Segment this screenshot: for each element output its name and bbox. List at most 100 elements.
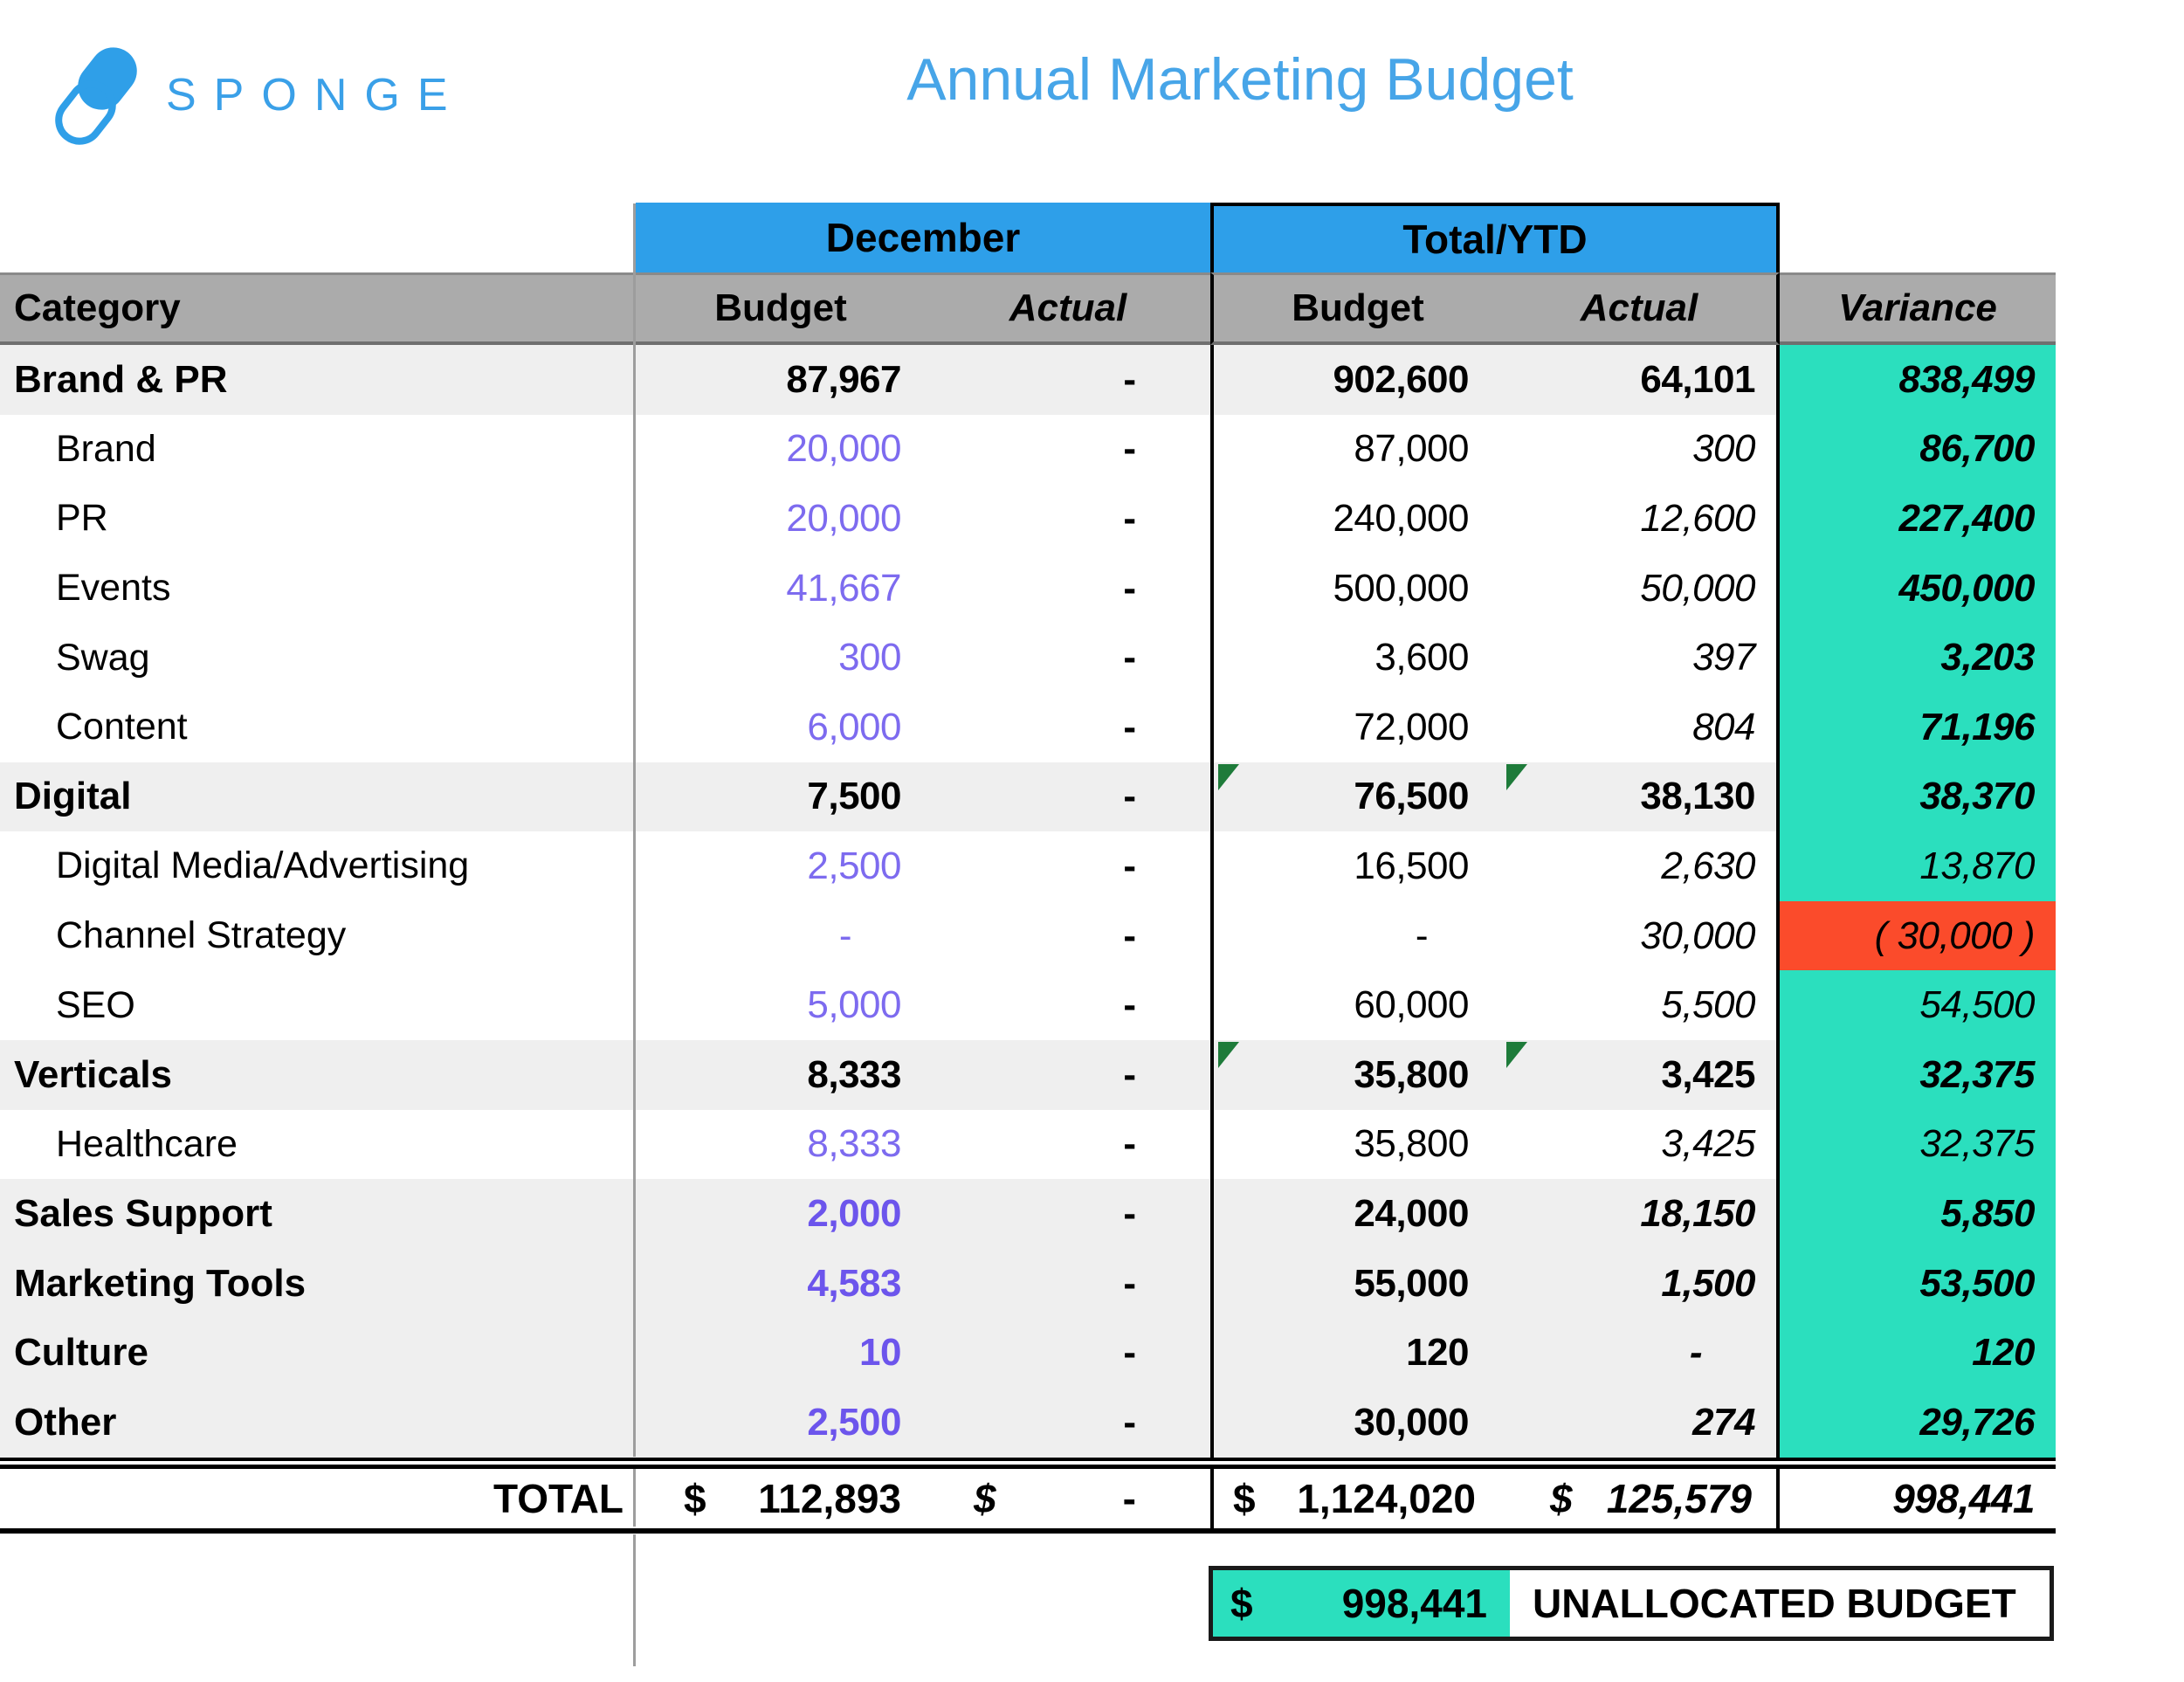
variance-cell[interactable]: 227,400 — [1780, 484, 2056, 554]
ytd-actual-cell[interactable]: 5,500 — [1502, 970, 1780, 1040]
category-cell[interactable]: PR — [0, 484, 636, 554]
variance-cell[interactable]: 53,500 — [1780, 1248, 2056, 1319]
total-dec-actual-cell[interactable]: $ - — [926, 1468, 1210, 1534]
dec-budget-cell[interactable]: 20,000 — [636, 484, 926, 554]
ytd-actual-cell[interactable]: 50,000 — [1502, 553, 1780, 624]
dec-budget-cell[interactable]: 6,000 — [636, 692, 926, 762]
category-cell[interactable]: Swag — [0, 623, 636, 693]
dec-actual-cell[interactable]: - — [926, 692, 1210, 762]
ytd-actual-cell[interactable]: 397 — [1502, 623, 1780, 693]
ytd-budget-cell[interactable]: 35,800 — [1210, 1109, 1502, 1180]
ytd-budget-cell[interactable]: - — [1210, 900, 1502, 971]
variance-cell[interactable]: ( 30,000 ) — [1780, 900, 2056, 971]
dec-budget-cell[interactable]: 10 — [636, 1318, 926, 1388]
ytd-actual-cell[interactable]: 2,630 — [1502, 831, 1780, 901]
ytd-budget-cell[interactable]: 16,500 — [1210, 831, 1502, 901]
header-dec-budget[interactable]: Budget — [636, 272, 926, 345]
category-cell[interactable]: Healthcare — [0, 1109, 636, 1180]
dec-budget-cell[interactable]: 2,500 — [636, 831, 926, 901]
dec-budget-cell[interactable]: 41,667 — [636, 553, 926, 624]
variance-cell[interactable]: 838,499 — [1780, 345, 2056, 415]
dec-actual-cell[interactable]: - — [926, 970, 1210, 1040]
dec-actual-cell[interactable]: - — [926, 831, 1210, 901]
dec-budget-cell[interactable]: 2,000 — [636, 1179, 926, 1249]
ytd-budget-cell[interactable]: 76,500 — [1210, 762, 1502, 832]
ytd-budget-cell[interactable]: 35,800 — [1210, 1039, 1502, 1110]
total-label-cell[interactable]: TOTAL — [0, 1468, 636, 1534]
dec-budget-cell[interactable]: 300 — [636, 623, 926, 693]
dec-actual-cell[interactable]: - — [926, 762, 1210, 832]
ytd-actual-cell[interactable]: 274 — [1502, 1387, 1780, 1458]
ytd-budget-cell[interactable]: 87,000 — [1210, 414, 1502, 485]
header-variance[interactable]: Variance — [1780, 272, 2056, 345]
total-ytd-budget-cell[interactable]: $ 1,124,020 — [1210, 1468, 1502, 1534]
variance-cell[interactable]: 5,850 — [1780, 1179, 2056, 1249]
category-cell[interactable]: Verticals — [0, 1039, 636, 1110]
dec-budget-cell[interactable]: 4,583 — [636, 1248, 926, 1319]
dec-actual-cell[interactable]: - — [926, 1387, 1210, 1458]
dec-actual-cell[interactable]: - — [926, 553, 1210, 624]
category-cell[interactable]: Brand — [0, 414, 636, 485]
category-cell[interactable]: Digital — [0, 762, 636, 832]
total-dec-budget-cell[interactable]: $ 112,893 — [636, 1468, 926, 1534]
ytd-actual-cell[interactable]: 3,425 — [1502, 1109, 1780, 1180]
total-ytd-banner[interactable]: Total/YTD — [1210, 203, 1780, 272]
dec-budget-cell[interactable]: 5,000 — [636, 970, 926, 1040]
dec-actual-cell[interactable]: - — [926, 1109, 1210, 1180]
ytd-actual-cell[interactable]: 12,600 — [1502, 484, 1780, 554]
category-cell[interactable]: Content — [0, 692, 636, 762]
ytd-budget-cell[interactable]: 72,000 — [1210, 692, 1502, 762]
variance-cell[interactable]: 450,000 — [1780, 553, 2056, 624]
variance-cell[interactable]: 120 — [1780, 1318, 2056, 1388]
ytd-actual-cell[interactable]: 38,130 — [1502, 762, 1780, 832]
dec-actual-cell[interactable]: - — [926, 900, 1210, 971]
total-variance-cell[interactable]: 998,441 — [1780, 1468, 2056, 1534]
dec-actual-cell[interactable]: - — [926, 1039, 1210, 1110]
total-ytd-actual-cell[interactable]: $ 125,579 — [1502, 1468, 1780, 1534]
ytd-budget-cell[interactable]: 3,600 — [1210, 623, 1502, 693]
header-dec-actual[interactable]: Actual — [926, 272, 1210, 345]
dec-budget-cell[interactable]: - — [636, 900, 926, 971]
ytd-actual-cell[interactable]: 300 — [1502, 414, 1780, 485]
ytd-actual-cell[interactable]: 30,000 — [1502, 900, 1780, 971]
ytd-actual-cell[interactable]: 804 — [1502, 692, 1780, 762]
variance-cell[interactable]: 13,870 — [1780, 831, 2056, 901]
dec-actual-cell[interactable]: - — [926, 623, 1210, 693]
variance-cell[interactable]: 86,700 — [1780, 414, 2056, 485]
category-cell[interactable]: Channel Strategy — [0, 900, 636, 971]
ytd-budget-cell[interactable]: 60,000 — [1210, 970, 1502, 1040]
december-banner[interactable]: December — [636, 203, 1210, 272]
ytd-actual-cell[interactable]: 18,150 — [1502, 1179, 1780, 1249]
ytd-actual-cell[interactable]: 3,425 — [1502, 1039, 1780, 1110]
dec-budget-cell[interactable]: 20,000 — [636, 414, 926, 485]
dec-budget-cell[interactable]: 8,333 — [636, 1109, 926, 1180]
unallocated-budget-label[interactable]: UNALLOCATED BUDGET — [1533, 1581, 2016, 1626]
ytd-actual-cell[interactable]: - — [1502, 1318, 1780, 1388]
ytd-budget-cell[interactable]: 500,000 — [1210, 553, 1502, 624]
header-ytd-budget[interactable]: Budget — [1210, 272, 1502, 345]
dec-budget-cell[interactable]: 7,500 — [636, 762, 926, 832]
category-cell[interactable]: SEO — [0, 970, 636, 1040]
ytd-budget-cell[interactable]: 120 — [1210, 1318, 1502, 1388]
header-ytd-actual[interactable]: Actual — [1502, 272, 1780, 345]
variance-cell[interactable]: 32,375 — [1780, 1109, 2056, 1180]
variance-cell[interactable]: 32,375 — [1780, 1039, 2056, 1110]
category-cell[interactable]: Sales Support — [0, 1179, 636, 1249]
ytd-budget-cell[interactable]: 55,000 — [1210, 1248, 1502, 1319]
ytd-actual-cell[interactable]: 1,500 — [1502, 1248, 1780, 1319]
ytd-actual-cell[interactable]: 64,101 — [1502, 345, 1780, 415]
header-category[interactable]: Category — [0, 272, 636, 345]
dec-actual-cell[interactable]: - — [926, 484, 1210, 554]
unallocated-amount-cell[interactable]: $ 998,441 — [1213, 1570, 1510, 1637]
dec-actual-cell[interactable]: - — [926, 1248, 1210, 1319]
category-cell[interactable]: Culture — [0, 1318, 636, 1388]
variance-cell[interactable]: 71,196 — [1780, 692, 2056, 762]
ytd-budget-cell[interactable]: 30,000 — [1210, 1387, 1502, 1458]
ytd-budget-cell[interactable]: 902,600 — [1210, 345, 1502, 415]
variance-cell[interactable]: 29,726 — [1780, 1387, 2056, 1458]
dec-actual-cell[interactable]: - — [926, 414, 1210, 485]
dec-actual-cell[interactable]: - — [926, 1318, 1210, 1388]
ytd-budget-cell[interactable]: 240,000 — [1210, 484, 1502, 554]
category-cell[interactable]: Brand & PR — [0, 345, 636, 415]
variance-cell[interactable]: 3,203 — [1780, 623, 2056, 693]
